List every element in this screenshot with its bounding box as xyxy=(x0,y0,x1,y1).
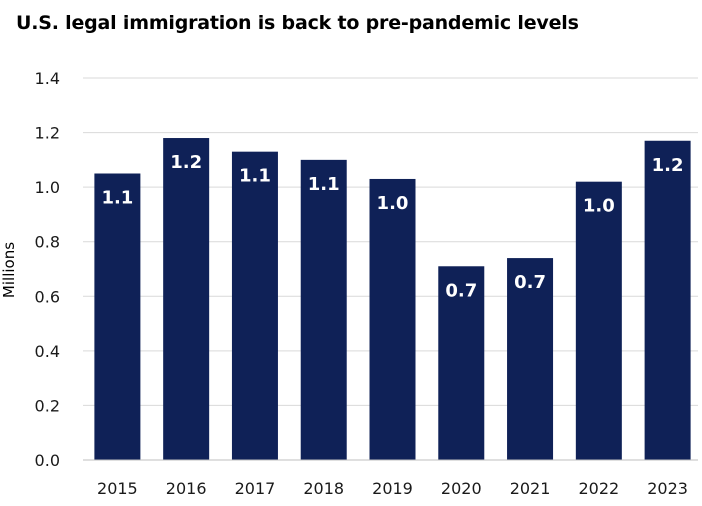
y-axis-ticks: 0.0 0.2 0.4 0.6 0.8 1.0 1.2 1.4 xyxy=(35,69,60,470)
y-tick-label: 1.4 xyxy=(35,69,60,88)
data-labels: 1.1 1.2 1.1 1.1 1.0 0.7 0.7 1.0 1.2 xyxy=(101,152,683,301)
y-tick-label: 0.8 xyxy=(35,233,60,252)
data-label-2017: 1.1 xyxy=(239,166,271,187)
x-tick-label: 2018 xyxy=(303,479,344,498)
bar-2020 xyxy=(438,266,485,460)
bar-2015 xyxy=(94,173,141,460)
data-label-2022: 1.0 xyxy=(583,196,615,217)
x-tick-label: 2019 xyxy=(372,479,413,498)
bar-2018 xyxy=(300,159,347,460)
bar-2019 xyxy=(369,178,416,460)
y-tick-label: 0.4 xyxy=(35,342,60,361)
data-label-2015: 1.1 xyxy=(101,188,133,209)
data-label-2020: 0.7 xyxy=(445,280,477,301)
chart-title: U.S. legal immigration is back to pre-pa… xyxy=(16,12,579,34)
bars xyxy=(94,138,691,460)
x-tick-label: 2017 xyxy=(235,479,276,498)
x-tick-label: 2020 xyxy=(441,479,482,498)
x-tick-label: 2022 xyxy=(578,479,619,498)
data-label-2023: 1.2 xyxy=(652,155,684,176)
data-label-2018: 1.1 xyxy=(308,174,340,195)
bar-2023 xyxy=(644,140,691,460)
x-tick-label: 2016 xyxy=(166,479,207,498)
bar-2017 xyxy=(231,151,278,460)
y-tick-label: 0.2 xyxy=(35,396,60,415)
x-axis-ticks: 2015 2016 2017 2018 2019 2020 2021 2022 2023 xyxy=(97,479,688,498)
y-tick-label: 1.0 xyxy=(35,178,60,197)
y-tick-label: 0.6 xyxy=(35,287,60,306)
data-label-2019: 1.0 xyxy=(377,193,409,214)
bar-2022 xyxy=(575,181,622,460)
y-tick-label: 0.0 xyxy=(35,451,60,470)
x-tick-label: 2015 xyxy=(97,479,138,498)
x-tick-label: 2023 xyxy=(647,479,688,498)
bar-2016 xyxy=(163,138,210,460)
data-label-2016: 1.2 xyxy=(170,152,202,173)
y-axis-title: Millions xyxy=(0,242,18,298)
x-tick-label: 2021 xyxy=(510,479,551,498)
y-tick-label: 1.2 xyxy=(35,124,60,143)
bar-2021 xyxy=(507,258,554,460)
data-label-2021: 0.7 xyxy=(514,272,546,293)
